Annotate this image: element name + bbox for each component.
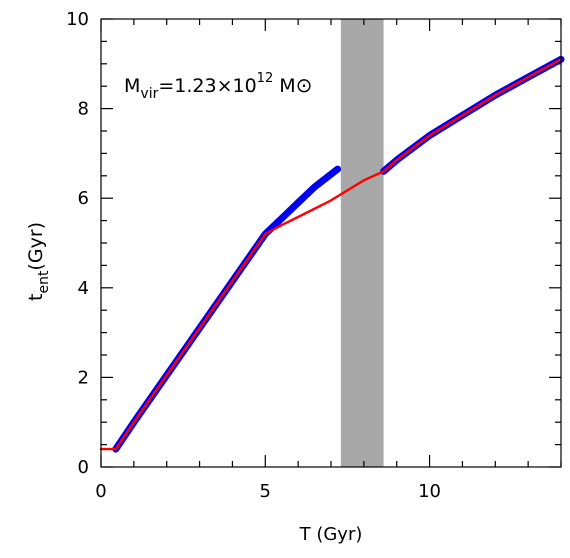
annotation-mvir: Mvir=1.23×1012 M⊙ [124, 71, 312, 102]
blue-series-line-0 [112, 165, 342, 453]
annotation-sup: 12 [257, 71, 274, 86]
y-tick-label: 2 [78, 367, 89, 388]
y-tick-label: 10 [66, 9, 89, 30]
red-series-line-0 [99, 58, 563, 451]
y-axis-label-sub: ent [36, 270, 52, 293]
blue-series-line-1 [380, 55, 565, 175]
annotation-symbol: ⊙ [296, 73, 313, 97]
shaded-band [340, 19, 384, 467]
y-tick-label: 6 [78, 188, 89, 209]
annotation-sub: vir [140, 86, 158, 102]
y-tick-label: 0 [78, 457, 89, 478]
x-tick-label: 5 [260, 481, 271, 502]
annotation-pre: M [124, 75, 140, 97]
x-tick-label: 10 [418, 481, 441, 502]
y-tick-label: 4 [78, 278, 89, 299]
y-tick-label: 8 [78, 99, 89, 120]
y-axis-label-main: t [25, 294, 47, 301]
y-axis-label: tent(Gyr) [25, 222, 52, 301]
x-tick-label: 0 [95, 481, 106, 502]
annotation-mid: =1.23×10 [158, 75, 256, 97]
annotation-post: M [273, 75, 295, 97]
x-axis-label: T (Gyr) [299, 524, 363, 545]
y-axis-label-unit: (Gyr) [25, 222, 47, 271]
